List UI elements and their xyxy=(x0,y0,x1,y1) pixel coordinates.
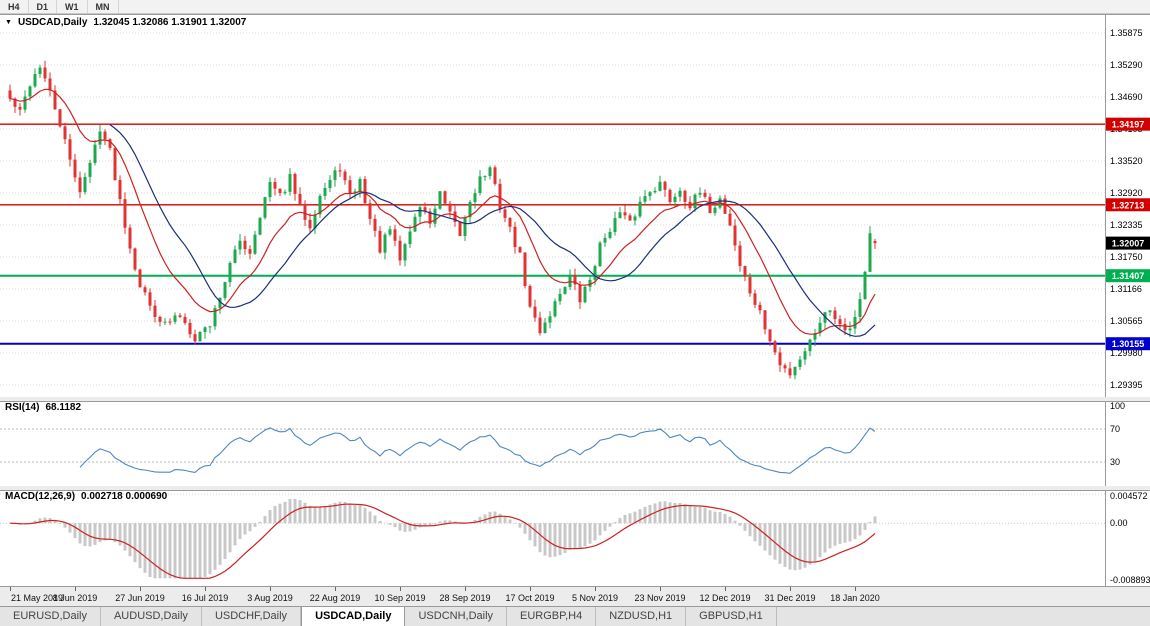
price-tick-label: 1.29395 xyxy=(1110,380,1143,390)
date-tick xyxy=(660,587,661,591)
chart-tab-nzdusd-h1[interactable]: NZDUSD,H1 xyxy=(596,607,687,626)
timeframe-button-w1[interactable]: W1 xyxy=(57,0,88,13)
price-flag[interactable]: 1.32713 xyxy=(1106,198,1150,212)
svg-text:1.32713: 1.32713 xyxy=(1112,200,1145,210)
chart-tab-usdchf-daily[interactable]: USDCHF,Daily xyxy=(201,607,302,626)
rsi-title: RSI(14) 68.1182 xyxy=(5,402,81,413)
svg-text:1.32007: 1.32007 xyxy=(1112,239,1145,249)
price-flag[interactable]: 1.34197 xyxy=(1106,117,1150,131)
chart-tab-usdcnh-daily[interactable]: USDCNH,Daily xyxy=(405,607,508,626)
price-tick-label: 1.35290 xyxy=(1110,60,1143,70)
panel-splitter[interactable] xyxy=(0,486,1150,490)
macd-label: MACD(12,26,9) xyxy=(5,491,76,502)
svg-text:1.31407: 1.31407 xyxy=(1112,271,1145,281)
date-tick xyxy=(595,587,596,591)
date-tick xyxy=(465,587,466,591)
main-chart[interactable]: 1.358751.352901.346901.341051.335201.329… xyxy=(0,14,1150,397)
date-label: 12 Dec 2019 xyxy=(699,593,751,603)
date-label: 28 Sep 2019 xyxy=(439,593,491,603)
price-tick-label: 1.33520 xyxy=(1110,156,1143,166)
chart-title: ▼ USDCAD,Daily 1.32045 1.32086 1.31901 1… xyxy=(5,17,246,28)
chart-symbol-label: USDCAD,Daily xyxy=(17,17,88,28)
date-tick xyxy=(140,587,141,591)
date-label: 5 Nov 2019 xyxy=(571,593,619,603)
chart-tab-eurgbp-h4[interactable]: EURGBP,H4 xyxy=(507,607,597,626)
date-tick xyxy=(335,587,336,591)
macd-tick-label: 0.00 xyxy=(1110,518,1128,528)
price-tick-label: 1.34690 xyxy=(1110,92,1143,102)
horizontal-lines xyxy=(0,123,1105,345)
chart-tab-usdcad-daily[interactable]: USDCAD,Daily xyxy=(301,607,406,626)
date-tick xyxy=(10,587,11,591)
macd-histogram xyxy=(13,498,877,579)
chart-ohlc-values: 1.32045 1.32086 1.31901 1.32007 xyxy=(93,17,247,28)
date-label: 31 Dec 2019 xyxy=(764,593,816,603)
date-tick xyxy=(530,587,531,591)
date-label: 21 May 2019 xyxy=(10,593,64,603)
chart-tab-gbpusd-h1[interactable]: GBPUSD,H1 xyxy=(686,607,777,626)
chart-tab-eurusd-daily[interactable]: EURUSD,Daily xyxy=(0,607,101,626)
date-label: 10 Sep 2019 xyxy=(374,593,426,603)
date-label: 16 Jul 2019 xyxy=(181,593,229,603)
main-chart-panel[interactable]: 1.358751.352901.346901.341051.335201.329… xyxy=(0,14,1150,397)
chart-tab-bar: EURUSD,Daily AUDUSD,Daily USDCHF,Daily USDC… xyxy=(0,606,1150,626)
date-label: 18 Jan 2020 xyxy=(830,593,880,603)
macd-values: 0.002718 0.000690 xyxy=(81,491,168,502)
ma-slow-line xyxy=(109,124,876,337)
date-tick xyxy=(855,587,856,591)
chart-tab-audusd-daily[interactable]: AUDUSD,Daily xyxy=(100,607,202,626)
price-tick-label: 1.29980 xyxy=(1110,348,1143,358)
price-tick-label: 1.31750 xyxy=(1110,252,1143,262)
date-tick xyxy=(205,587,206,591)
price-flag[interactable]: 1.30155 xyxy=(1106,337,1150,351)
panel-splitter[interactable] xyxy=(0,397,1150,401)
date-axis[interactable]: 21 May 2019 8 Jun 2019 27 Jun 2019 16 Jul 2… xyxy=(0,586,1150,607)
macd-title: MACD(12,26,9) 0.002718 0.000690 xyxy=(5,491,167,502)
rsi-value: 68.1182 xyxy=(45,402,82,413)
date-tick xyxy=(400,587,401,591)
rsi-tick-label: 30 xyxy=(1110,457,1120,467)
candles-layer xyxy=(8,60,877,380)
rsi-tick-label: 100 xyxy=(1110,401,1125,411)
chart-dropdown-triangle-icon[interactable]: ▼ xyxy=(5,19,12,26)
price-tick-label: 1.32920 xyxy=(1110,188,1143,198)
timeframe-button-h4[interactable]: H4 xyxy=(0,0,29,13)
macd-panel[interactable]: 0.004572 0.00 -0.008893 MACD(12,26,9) 0.00… xyxy=(0,490,1150,586)
price-tick-label: 1.30565 xyxy=(1110,316,1143,326)
price-tick-label: 1.31166 xyxy=(1110,284,1142,294)
date-tick xyxy=(790,587,791,591)
macd-signal-line xyxy=(9,503,876,579)
ma-fast-line xyxy=(9,88,876,335)
date-tick xyxy=(725,587,726,591)
date-label: 27 Jun 2019 xyxy=(115,593,165,603)
date-label: 3 Aug 2019 xyxy=(247,593,293,603)
macd-tick-label: -0.008893 xyxy=(1110,575,1150,585)
date-label: 8 Jun 2019 xyxy=(52,593,98,603)
timeframe-button-mn[interactable]: MN xyxy=(88,0,119,13)
price-tick-label: 1.32335 xyxy=(1110,220,1143,230)
date-label: 17 Oct 2019 xyxy=(505,593,555,603)
rsi-label: RSI(14) xyxy=(5,402,40,413)
timeframe-toolbar: H4 D1 W1 MN xyxy=(0,0,1150,14)
rsi-panel[interactable]: 100 70 30 RSI(14) 68.1182 xyxy=(0,401,1150,486)
rsi-tick-label: 70 xyxy=(1110,424,1120,434)
price-flag[interactable]: 1.31407 xyxy=(1106,269,1150,283)
price-flag[interactable]: 1.32007 xyxy=(1106,236,1150,250)
macd-chart[interactable]: 0.004572 0.00 -0.008893 xyxy=(0,490,1150,586)
price-gridlines xyxy=(0,32,1105,386)
price-tick-label: 1.35875 xyxy=(1110,28,1143,38)
macd-tick-label: 0.004572 xyxy=(1110,491,1148,501)
timeframe-button-d1[interactable]: D1 xyxy=(29,0,58,13)
svg-text:1.30155: 1.30155 xyxy=(1112,339,1145,349)
date-tick xyxy=(270,587,271,591)
date-label: 23 Nov 2019 xyxy=(634,593,686,603)
date-label: 22 Aug 2019 xyxy=(309,593,361,603)
rsi-chart[interactable]: 100 70 30 xyxy=(0,401,1150,486)
rsi-line xyxy=(79,427,876,474)
date-tick xyxy=(75,587,76,591)
svg-text:1.34197: 1.34197 xyxy=(1112,120,1145,130)
